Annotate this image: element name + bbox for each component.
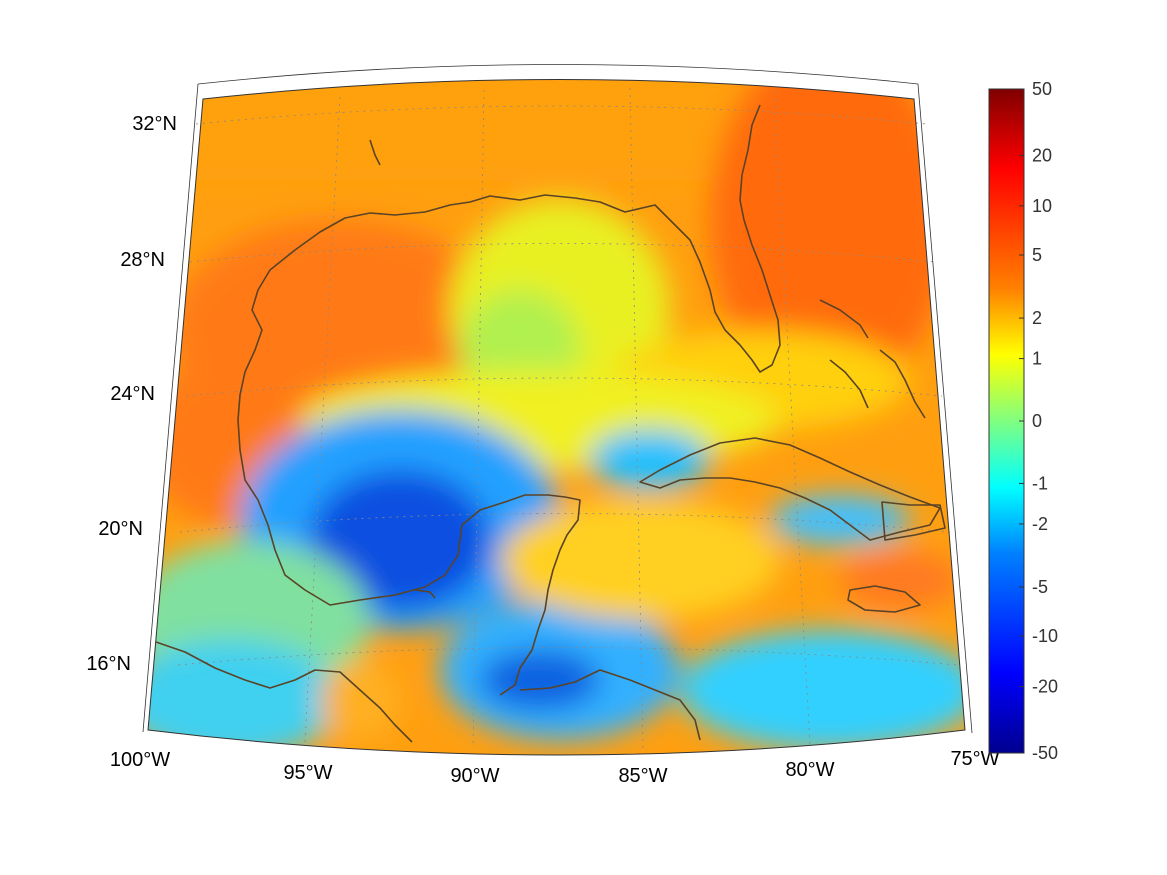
lon-label-90: 90°W xyxy=(450,765,499,787)
lat-label-20: 20°N xyxy=(98,518,143,540)
colorbar-tick-label: 20 xyxy=(1032,145,1052,165)
colorbar-tick-label: 50 xyxy=(1032,79,1052,99)
lat-label-32: 32°N xyxy=(132,113,177,135)
colorbar-tick-label: -5 xyxy=(1032,577,1048,597)
map-field xyxy=(148,79,965,755)
colorbar-gradient xyxy=(988,88,1025,754)
lon-label-75: 75°W xyxy=(950,748,999,770)
colorbar-tick-label: 0 xyxy=(1032,411,1042,431)
colorbar-tick-label: -2 xyxy=(1032,514,1048,534)
colorbar-tick-label: -50 xyxy=(1032,743,1058,763)
colorbar-tick-label: 10 xyxy=(1032,196,1052,216)
lat-label-24: 24°N xyxy=(110,383,155,405)
lat-label-16: 16°N xyxy=(86,653,131,675)
longitude-labels: 100°W 95°W 90°W 85°W 80°W 75°W xyxy=(110,748,1000,787)
colorbar-tick-label: -10 xyxy=(1032,626,1058,646)
colorbar-tick-label: 5 xyxy=(1032,245,1042,265)
lon-label-100: 100°W xyxy=(110,749,170,771)
lon-label-95: 95°W xyxy=(283,762,332,784)
coastlines xyxy=(155,104,946,743)
colorbar-tick-label: -20 xyxy=(1032,677,1058,697)
colorbar-tick-label: 2 xyxy=(1032,308,1042,328)
colorbar-tick-label: 1 xyxy=(1032,349,1042,369)
latitude-labels: 32°N 28°N 24°N 20°N 16°N xyxy=(86,113,177,675)
map-frame xyxy=(142,64,973,756)
graticule xyxy=(177,87,959,751)
lon-label-85: 85°W xyxy=(618,765,667,787)
lon-label-80: 80°W xyxy=(785,759,834,781)
colorbar-tick-label: -1 xyxy=(1032,473,1048,493)
lat-label-28: 28°N xyxy=(120,249,165,271)
